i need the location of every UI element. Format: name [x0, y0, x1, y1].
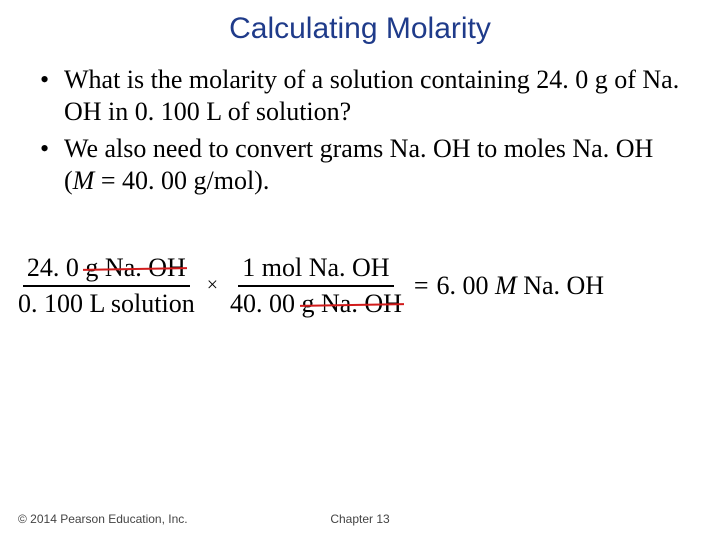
variable-m: M	[495, 271, 517, 300]
bullet-item: • We also need to convert grams Na. OH t…	[40, 133, 688, 196]
fraction-2: 1 mol Na. OH 40. 00 g Na. OH	[226, 253, 406, 319]
result-unit: Na. OH	[517, 271, 604, 300]
molarity-equation: 24. 0 g Na. OH 0. 100 L solution × 1 mol…	[0, 253, 720, 319]
bullet-item: • What is the molarity of a solution con…	[40, 64, 688, 127]
bullet-list: • What is the molarity of a solution con…	[0, 64, 720, 197]
copyright-text: © 2014 Pearson Education, Inc.	[18, 512, 188, 526]
numerator-value: 24. 0	[27, 253, 86, 282]
bullet-dot: •	[40, 64, 64, 96]
bullet-text-suffix: = 40. 00 g/mol).	[94, 166, 269, 195]
fraction-1-numerator: 24. 0 g Na. OH	[23, 253, 190, 287]
result-value: 6. 00	[437, 271, 496, 300]
cancelled-unit: g Na. OH	[302, 289, 402, 319]
slide-title: Calculating Molarity	[0, 0, 720, 64]
fraction-2-numerator: 1 mol Na. OH	[238, 253, 393, 287]
equation-result: 6. 00 M Na. OH	[437, 271, 605, 301]
chapter-label: Chapter 13	[330, 512, 389, 526]
denominator-value: 40. 00	[230, 289, 302, 318]
times-operator: ×	[199, 274, 226, 297]
slide-footer: © 2014 Pearson Education, Inc. Chapter 1…	[18, 512, 702, 526]
bullet-text: We also need to convert grams Na. OH to …	[64, 133, 688, 196]
fraction-2-denominator: 40. 00 g Na. OH	[226, 287, 406, 319]
fraction-1: 24. 0 g Na. OH 0. 100 L solution	[14, 253, 199, 319]
equals-sign: =	[406, 271, 437, 301]
variable-m: M	[73, 166, 95, 195]
bullet-text: What is the molarity of a solution conta…	[64, 64, 688, 127]
bullet-dot: •	[40, 133, 64, 165]
fraction-1-denominator: 0. 100 L solution	[14, 287, 199, 319]
cancelled-unit: g Na. OH	[85, 253, 185, 283]
